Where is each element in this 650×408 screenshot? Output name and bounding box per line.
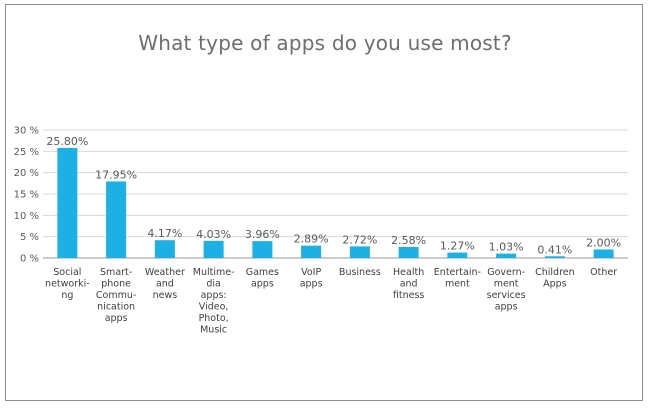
y-tick-label: 30 % [14,126,39,137]
category-label: Multime-dia apps: Video, Photo, Music [193,267,235,336]
category-label: Smart-phone Commu-nication apps [96,267,136,324]
data-label: 2.89% [294,233,329,246]
data-label: 1.27% [440,240,475,253]
category-label: Govern-ment services apps [487,267,526,313]
chart-title: What type of apps do you use most? [138,31,512,55]
bar [203,240,224,258]
bar [398,246,419,258]
category-label: Business [339,267,381,278]
category-label: Weather and news [145,267,185,301]
data-label: 4.03% [196,228,231,241]
bar [593,249,614,258]
category-label: Other [590,267,617,278]
bar [544,256,565,258]
bar [252,241,273,258]
y-tick-label: 25 % [14,147,39,158]
data-label: 17.95% [95,168,137,181]
category-label: Health and fitness [393,267,425,301]
bar [301,245,322,258]
y-tick-label: 10 % [14,211,39,222]
category-label: VoIP apps [300,267,323,290]
data-label: 3.96% [245,228,280,241]
category-label: Games apps [246,267,279,290]
data-labels: 25.80% 17.95% 4.17% 4.03% 3.96% 2.89% 2.72% 2.5… [46,135,621,256]
category-label: Entertain-ment [434,267,481,290]
bar [154,240,175,258]
data-label: 0.41% [537,243,572,256]
bars [57,147,614,258]
bar [447,252,468,258]
data-label: 2.58% [391,234,426,247]
y-tick-label: 0 % [20,254,39,265]
y-tick-label: 5 % [20,232,39,243]
y-axis-ticks: 0 % 5 % 10 % 15 % 20 % 25 % 30 % [14,126,39,265]
category-label: Children Apps [535,267,575,290]
data-label: 2.00% [586,236,621,249]
gridlines [43,129,628,259]
data-label: 4.17% [147,227,182,240]
bar [106,181,127,258]
y-tick-label: 15 % [14,190,39,201]
data-label: 2.72% [342,233,377,246]
bar [349,246,370,258]
y-tick-label: 20 % [14,168,39,179]
bar [496,253,517,258]
data-label: 25.80% [46,135,88,148]
data-label: 1.03% [489,241,524,254]
category-label: Social networki-ng [45,267,90,301]
bar [57,147,78,258]
